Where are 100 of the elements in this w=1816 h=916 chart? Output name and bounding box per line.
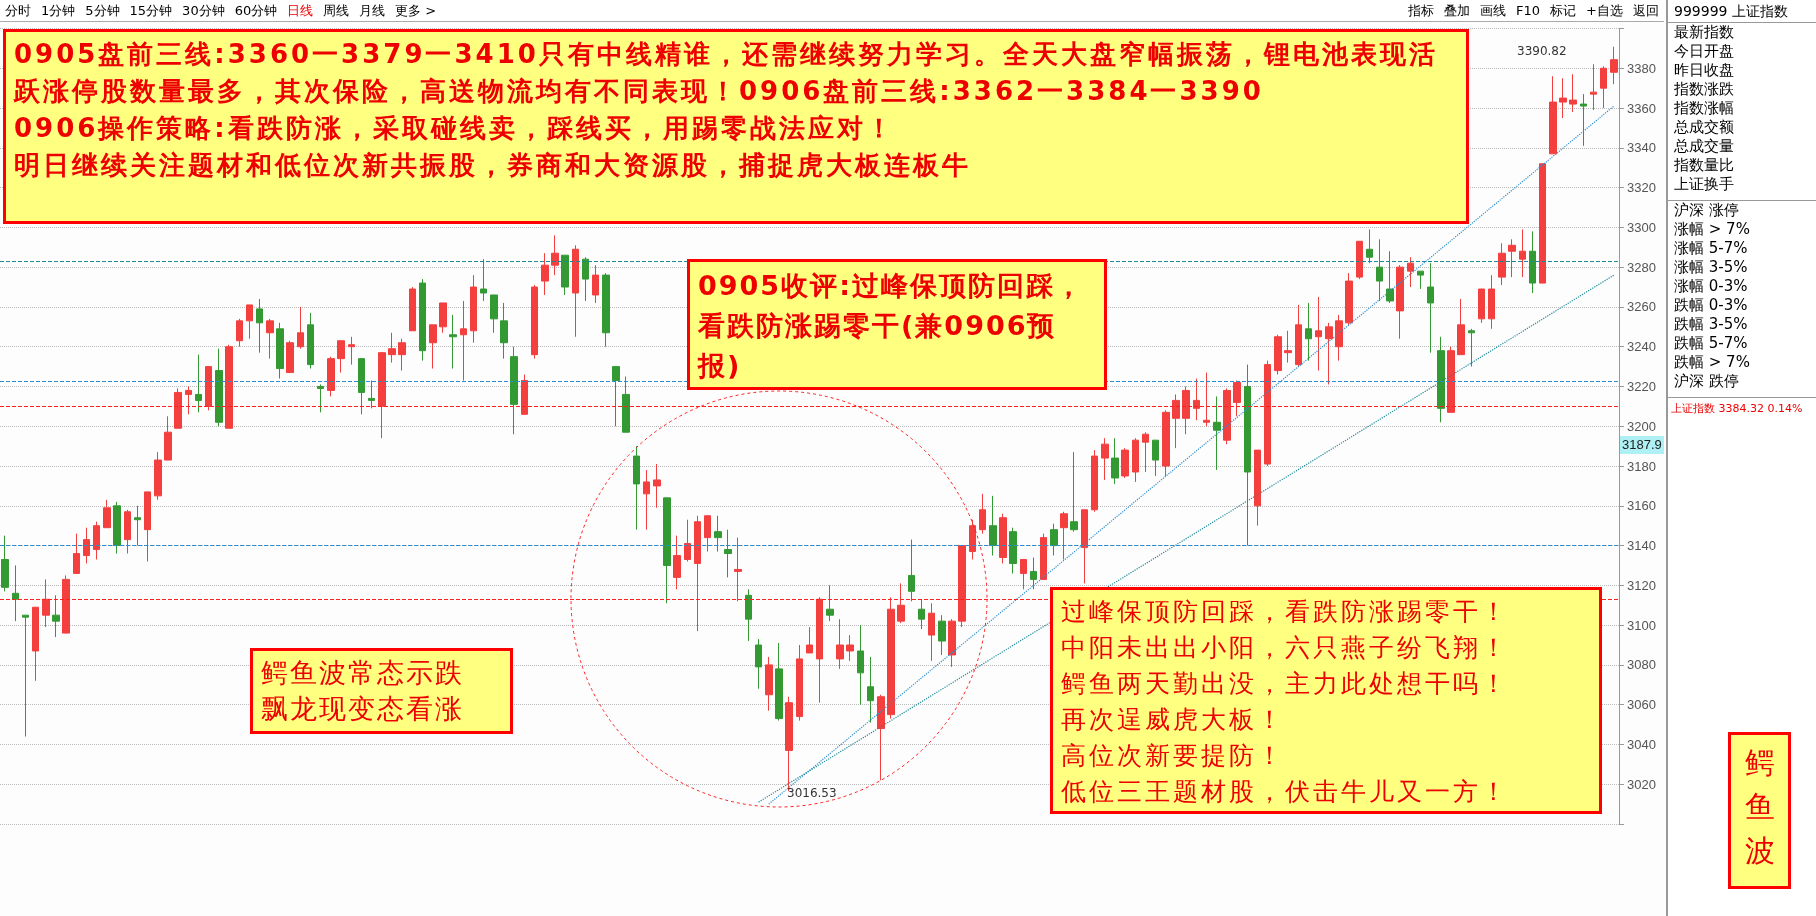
candlestick	[745, 588, 752, 642]
candlestick	[93, 521, 100, 560]
candlestick	[419, 278, 426, 362]
text: 今日开盘	[1673, 42, 1735, 61]
candlestick	[1213, 395, 1221, 471]
candlestick	[409, 286, 416, 332]
candlestick	[541, 252, 549, 296]
annotation: 中阳未出出小阳，六只燕子纷飞翔！	[1061, 632, 1510, 664]
text: 更多 >	[395, 1, 437, 20]
candlestick	[836, 618, 844, 670]
candlestick	[1162, 409, 1170, 477]
text: 跌幅 5-7%	[1673, 334, 1749, 353]
annotation: 3016.53	[787, 786, 837, 800]
candlestick	[1111, 437, 1119, 485]
candlestick	[999, 513, 1007, 564]
candlestick	[989, 495, 997, 557]
text: 画线	[1480, 1, 1507, 20]
text: 上证指数 3384.32 0.14%	[1668, 397, 1816, 420]
candlestick	[521, 374, 528, 415]
text: 总成交额	[1673, 118, 1735, 137]
candlestick	[307, 312, 314, 370]
candlestick	[1407, 256, 1414, 288]
candlestick	[368, 380, 375, 409]
candlestick	[1488, 274, 1495, 330]
candlestick	[1529, 230, 1536, 294]
candlestick	[958, 545, 966, 628]
candlestick	[531, 284, 538, 360]
candlestick	[1457, 298, 1465, 356]
candlestick	[113, 501, 121, 555]
candlestick	[653, 463, 661, 509]
text: 沪深 涨停	[1668, 200, 1816, 220]
candlestick	[1600, 65, 1607, 109]
candlestick	[1427, 262, 1434, 354]
annotation: 0906操作策略:看跌防涨，采取碰线卖，踩线买，用踢零战法应对！	[14, 112, 896, 145]
text: 5分钟	[85, 1, 120, 20]
candlestick	[1519, 228, 1526, 278]
candlestick	[1580, 93, 1587, 147]
candlestick	[439, 302, 447, 334]
candlestick	[317, 383, 324, 413]
candlestick	[470, 274, 477, 344]
candlestick	[174, 387, 182, 429]
y-tick-label: 3260	[1627, 299, 1656, 315]
note-box: 鳄鱼波常态示跌 飘龙现变态看涨	[250, 648, 513, 734]
candlestick	[185, 385, 192, 415]
text: 涨幅 3-5%	[1673, 258, 1749, 277]
candlestick	[124, 509, 131, 555]
candlestick	[12, 564, 19, 622]
candlestick	[816, 596, 823, 704]
y-tick-label: 3100	[1627, 617, 1656, 633]
candlestick	[32, 606, 39, 682]
candlestick	[42, 578, 50, 628]
candlestick	[1, 535, 9, 592]
candlestick	[551, 234, 559, 276]
candlestick	[286, 340, 294, 374]
annotation: 3390.82	[1517, 44, 1567, 58]
text: 分时	[5, 1, 31, 20]
candlestick	[266, 318, 274, 360]
candlestick	[1559, 77, 1567, 119]
candlestick	[449, 314, 457, 370]
text: 60分钟	[234, 1, 278, 20]
text: 上证换手	[1673, 175, 1735, 194]
candlestick	[73, 533, 80, 574]
y-tick-label: 3120	[1627, 577, 1656, 593]
candlestick	[1386, 250, 1394, 304]
note-box: 0905盘前三线:3360一3379一3410只有中线精谁，还需继续努力学习。全天大盘窄幅振荡，锂电池表现活跃涨停股数量最多，其次保险，高送物流均有不同表现！0906盘前三线:3362一3384一3390 0906操作策略:看跌防涨，采取碰线卖，踩线买，用踢零战法应对！ 明日继续关注题材和低位次新共振股，券商和大资源股，捕捉虎大板连板牛	[3, 29, 1469, 224]
candlestick	[164, 415, 172, 461]
candlestick	[1182, 385, 1190, 435]
y-tick-label: 3240	[1627, 339, 1656, 355]
candlestick	[806, 626, 813, 654]
candlestick	[1070, 451, 1078, 533]
candlestick	[358, 358, 365, 415]
y-tick-label: 3080	[1627, 657, 1656, 673]
candlestick	[1356, 240, 1363, 280]
y-tick-label: 3160	[1627, 498, 1656, 514]
candlestick	[1121, 447, 1129, 479]
text: 沪深 跌停	[1673, 372, 1740, 391]
annotation: 鳄鱼两天勤出没，主力此处想干吗！	[1061, 668, 1510, 700]
y-tick-label: 3200	[1627, 418, 1656, 434]
candlestick	[134, 505, 141, 547]
text: 指数量比	[1673, 156, 1735, 175]
candlestick	[1305, 302, 1312, 362]
candlestick	[612, 366, 620, 427]
candlestick	[195, 354, 202, 413]
candlestick	[246, 304, 253, 340]
candlestick	[52, 594, 60, 638]
text: +自选	[1586, 1, 1623, 20]
candlestick	[1233, 380, 1241, 417]
candlestick	[948, 618, 956, 668]
candlestick	[1508, 238, 1516, 278]
candlestick	[1040, 533, 1047, 580]
y-tick-label: 3020	[1627, 776, 1656, 792]
annotation: 0905收评:过峰保顶防回踩，看跌防涨踢零干(兼0906预报)	[698, 269, 1085, 383]
annotation: 鳄鱼波常态示跌	[261, 656, 465, 690]
candlestick	[429, 324, 437, 370]
text: 日线	[287, 1, 314, 20]
candlestick	[582, 256, 589, 302]
candlestick	[1193, 378, 1200, 421]
candlestick	[877, 694, 885, 781]
candlestick	[1020, 559, 1027, 590]
candlestick	[276, 322, 284, 380]
